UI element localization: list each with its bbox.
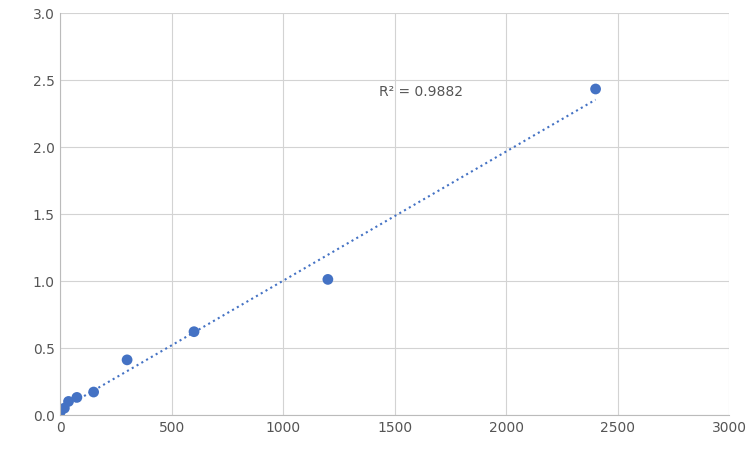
Text: R² = 0.9882: R² = 0.9882 bbox=[379, 84, 463, 98]
Point bbox=[590, 86, 602, 93]
Point bbox=[71, 394, 83, 401]
Point bbox=[87, 389, 99, 396]
Point bbox=[59, 405, 71, 412]
Point bbox=[54, 409, 66, 416]
Point bbox=[322, 276, 334, 283]
Point bbox=[188, 328, 200, 336]
Point bbox=[121, 356, 133, 364]
Point bbox=[62, 398, 74, 405]
